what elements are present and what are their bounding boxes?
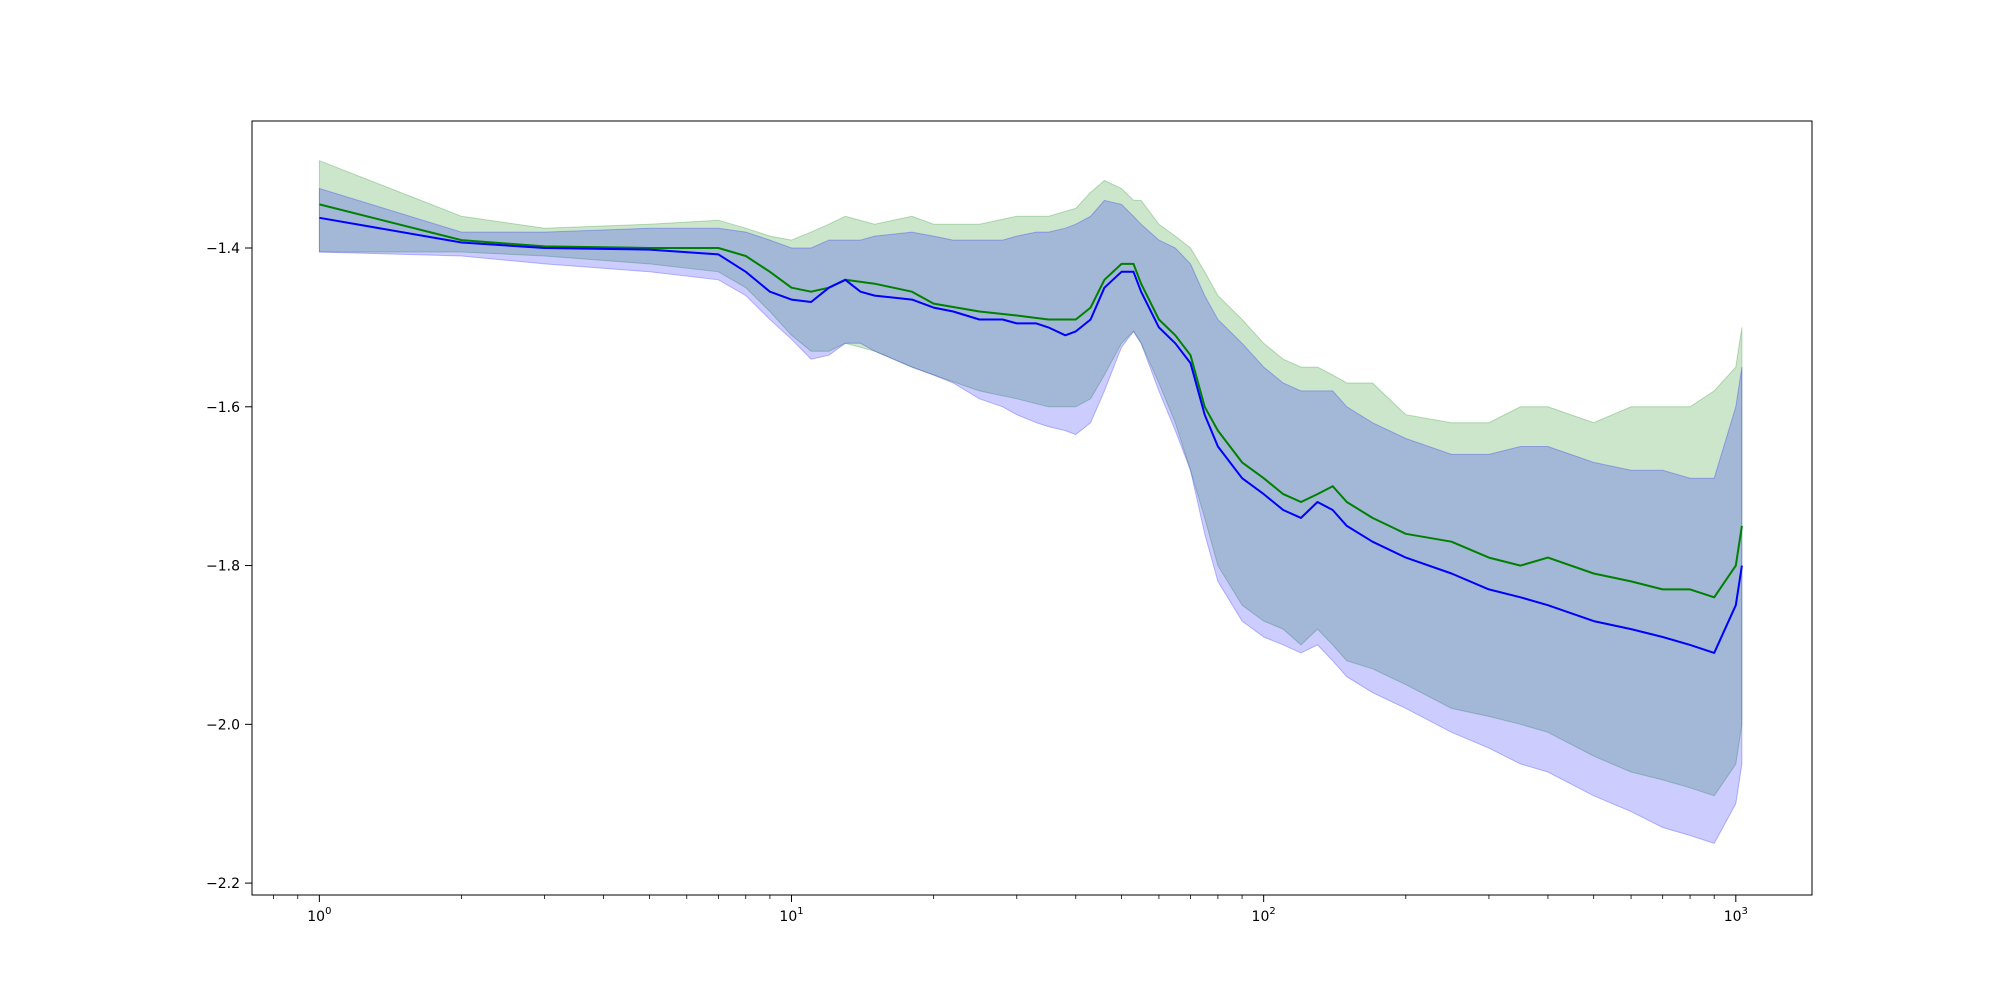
series-1-line bbox=[319, 203, 1743, 599]
x-tick-exponent: 3 bbox=[1742, 906, 1748, 917]
plot-area bbox=[318, 159, 1743, 845]
x-tick-base: 10 bbox=[779, 909, 797, 925]
x-tick-base: 10 bbox=[1724, 909, 1742, 925]
series-2-line bbox=[319, 216, 1743, 654]
x-tick-exponent: 0 bbox=[325, 906, 331, 917]
x-axis: 100 101 102 103 bbox=[273, 895, 1748, 925]
y-tick-label: −1.4 bbox=[206, 241, 240, 257]
y-axis: −1.4 −1.6 −1.8 −2.0 −2.2 bbox=[206, 241, 252, 892]
y-tick-label: −2.2 bbox=[206, 876, 240, 892]
x-tick-label: 102 bbox=[1252, 906, 1276, 925]
x-tick-label: 101 bbox=[779, 906, 803, 925]
x-tick-exponent: 2 bbox=[1269, 906, 1275, 917]
y-tick-label: −1.6 bbox=[206, 400, 240, 416]
x-tick-label: 103 bbox=[1724, 906, 1748, 925]
x-tick-exponent: 1 bbox=[797, 906, 803, 917]
series-1-band bbox=[318, 159, 1743, 797]
y-tick-label: −1.8 bbox=[206, 559, 240, 575]
x-tick-base: 10 bbox=[307, 909, 325, 925]
x-tick-base: 10 bbox=[1252, 909, 1270, 925]
y-tick-label: −2.0 bbox=[206, 717, 240, 733]
x-tick-label: 100 bbox=[307, 906, 331, 925]
axes-frame bbox=[251, 120, 1813, 896]
series-2-band bbox=[318, 187, 1743, 845]
